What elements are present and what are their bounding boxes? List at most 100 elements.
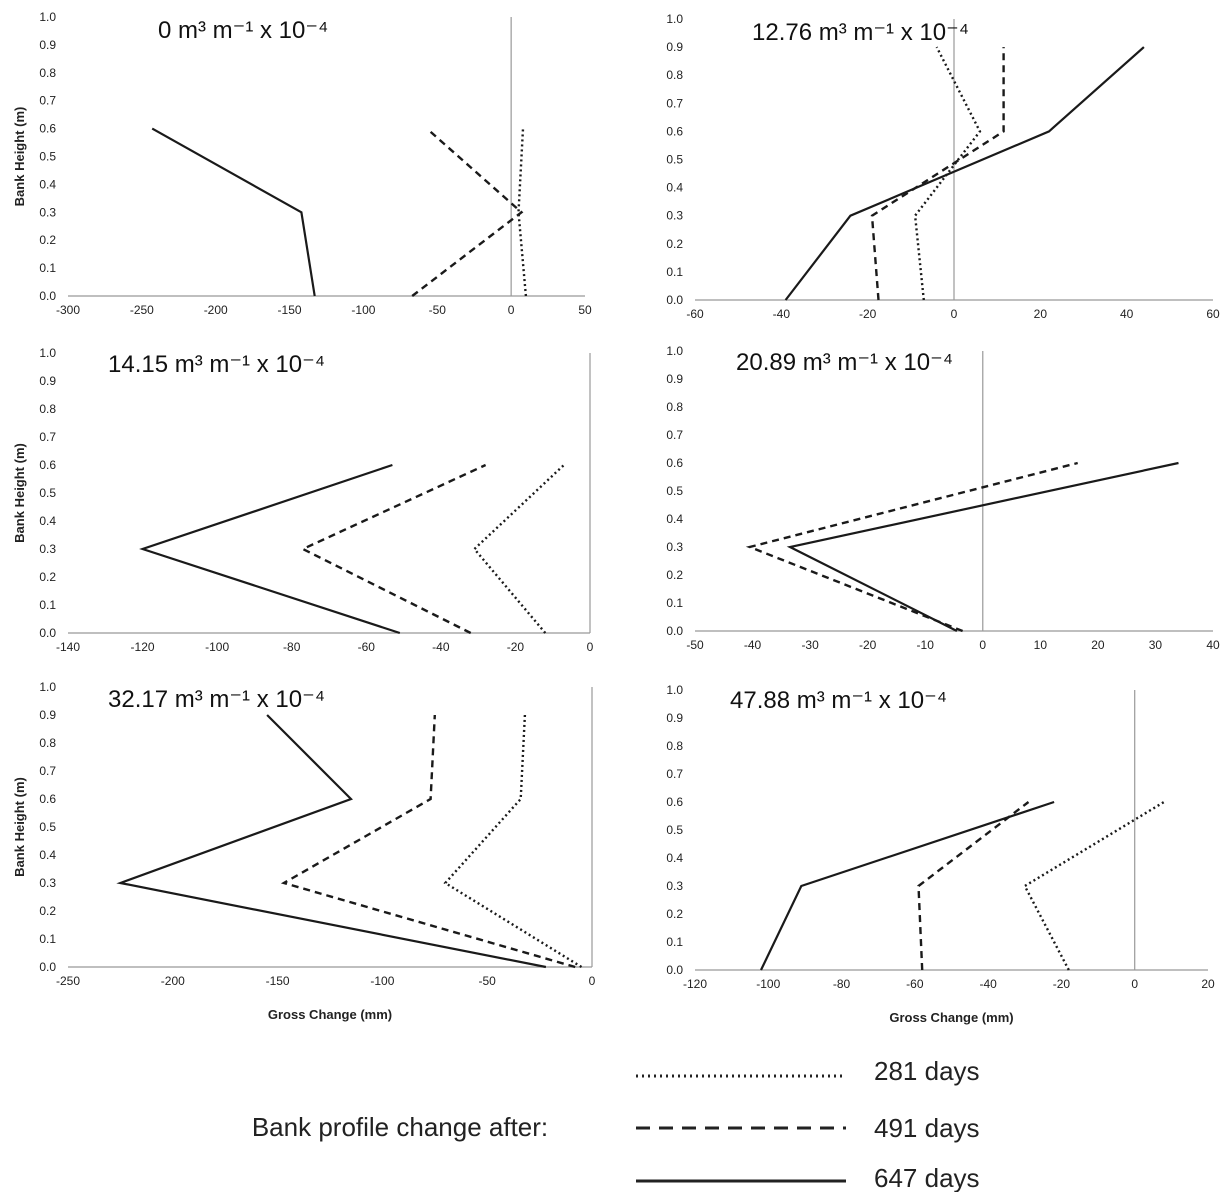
chart-panels: 0.0 0.1 0.2 0.3 0.4 0.5 0.6 0.7 0.8 0.9 1.0 -300 -25… — [12, 10, 1220, 1025]
y-tick-label: 0.7 — [39, 430, 56, 444]
y-tick-label: 0.3 — [666, 209, 683, 223]
y-tick-label: 0.6 — [39, 458, 56, 472]
y-tick-label: 0.0 — [39, 626, 56, 640]
y-tick-label: 0.7 — [666, 767, 683, 781]
y-tick-label: 0.8 — [39, 736, 56, 750]
x-tick-label: -100 — [351, 303, 375, 317]
y-tick-label: 0.3 — [666, 879, 683, 893]
y-tick-label: 0.9 — [39, 374, 56, 388]
panel-5: 0.0 0.1 0.2 0.3 0.4 0.5 0.6 0.7 0.8 0.9 1.0 -250 -20… — [12, 680, 596, 1022]
series-line-647-days — [116, 714, 547, 969]
y-tick-label: 0.1 — [39, 598, 56, 612]
y-tick-label: 0.2 — [666, 568, 683, 582]
x-axis-title: Gross Change (mm) — [889, 1010, 1013, 1025]
y-tick-label: 0.0 — [39, 289, 56, 303]
y-tick-label: 0.1 — [666, 596, 683, 610]
panel-title: 0 m³ m⁻¹ x 10⁻⁴ — [158, 17, 328, 44]
y-tick-label: 0.0 — [666, 624, 683, 638]
x-tick-label: -80 — [833, 977, 851, 991]
legend-label-491-days: 491 days — [874, 1113, 980, 1143]
y-tick-label: 0.6 — [39, 792, 56, 806]
x-tick-label: -50 — [479, 974, 497, 988]
x-tick-label: -300 — [56, 303, 80, 317]
x-tick-label: -60 — [358, 640, 376, 654]
x-tick-label: -20 — [859, 638, 877, 652]
x-tick-label: -80 — [283, 640, 301, 654]
legend: Bank profile change after: 281 days 491 … — [252, 1056, 980, 1192]
panel-4: 0.0 0.1 0.2 0.3 0.4 0.5 0.6 0.7 0.8 0.9 1.0 -50 -40 -… — [666, 344, 1220, 652]
x-tick-label: -200 — [204, 303, 228, 317]
y-tick-label: 0.0 — [666, 293, 683, 307]
x-tick-label: -100 — [370, 974, 394, 988]
y-tick-label: 1.0 — [666, 12, 683, 26]
x-tick-label: 40 — [1206, 638, 1220, 652]
x-tick-label: -100 — [756, 977, 780, 991]
x-tick-label: -60 — [906, 977, 924, 991]
panel-6: 0.0 0.1 0.2 0.3 0.4 0.5 0.6 0.7 0.8 0.9 1.0 -120 -10… — [666, 683, 1215, 1025]
y-tick-label: 0.4 — [666, 181, 683, 195]
y-tick-label: 0.4 — [39, 177, 56, 191]
x-tick-label: 60 — [1206, 307, 1220, 321]
y-tick-label: 0.5 — [666, 484, 683, 498]
y-tick-label: 0.6 — [39, 122, 56, 136]
y-tick-label: 1.0 — [666, 683, 683, 697]
y-tick-label: 0.9 — [39, 708, 56, 722]
series-line-647-days — [786, 461, 1179, 632]
x-tick-label: -40 — [773, 307, 791, 321]
x-tick-label: -100 — [205, 640, 229, 654]
series-line-281-days — [443, 714, 583, 969]
panel-title: 47.88 m³ m⁻¹ x 10⁻⁴ — [730, 687, 947, 714]
series-line-491-days — [917, 801, 1030, 971]
y-tick-label: 0.8 — [666, 68, 683, 82]
y-tick-label: 0.6 — [666, 124, 683, 138]
y-tick-label: 0.7 — [39, 764, 56, 778]
y-tick-label: 0.1 — [666, 935, 683, 949]
x-tick-label: -40 — [744, 638, 762, 652]
series-line-647-days — [784, 46, 1145, 301]
y-tick-label: 0.2 — [39, 904, 56, 918]
y-tick-label: 0.2 — [39, 233, 56, 247]
x-tick-label: -20 — [507, 640, 525, 654]
x-tick-label: 0 — [979, 638, 986, 652]
panel-title: 14.15 m³ m⁻¹ x 10⁻⁴ — [108, 351, 325, 378]
panel-title: 12.76 m³ m⁻¹ x 10⁻⁴ — [752, 19, 969, 46]
series-line-647-days — [760, 800, 1055, 971]
y-tick-label: 0.3 — [39, 205, 56, 219]
panel-title: 32.17 m³ m⁻¹ x 10⁻⁴ — [108, 686, 325, 713]
y-tick-label: 1.0 — [666, 344, 683, 358]
x-tick-label: -140 — [56, 640, 80, 654]
series-line-491-days — [411, 127, 524, 297]
x-tick-label: 0 — [589, 974, 596, 988]
series-line-281-days — [1023, 800, 1165, 971]
y-tick-label: 0.9 — [666, 711, 683, 725]
y-tick-label: 0.8 — [666, 739, 683, 753]
y-tick-label: 0.1 — [39, 932, 56, 946]
x-axis-title: Gross Change (mm) — [268, 1007, 392, 1022]
x-tick-label: -40 — [432, 640, 450, 654]
x-tick-label: 0 — [587, 640, 594, 654]
series-line-491-days — [280, 714, 576, 969]
x-tick-label: 20 — [1091, 638, 1105, 652]
y-tick-label: 0.7 — [666, 96, 683, 110]
x-tick-label: 0 — [508, 303, 515, 317]
panel-3: 0.0 0.1 0.2 0.3 0.4 0.5 0.6 0.7 0.8 0.9 1.0 -140 -12… — [12, 346, 594, 654]
y-tick-label: 0.3 — [39, 542, 56, 556]
y-tick-label: 0.8 — [39, 66, 56, 80]
y-tick-label: 0.4 — [39, 514, 56, 528]
y-tick-label: 1.0 — [39, 680, 56, 694]
x-tick-label: -200 — [161, 974, 185, 988]
x-tick-label: -250 — [130, 303, 154, 317]
series-line-491-days — [870, 47, 1005, 301]
y-tick-label: 0.0 — [666, 963, 683, 977]
x-tick-label: -150 — [278, 303, 302, 317]
y-tick-label: 0.5 — [39, 820, 56, 834]
x-tick-label: 0 — [951, 307, 958, 321]
panel-title: 20.89 m³ m⁻¹ x 10⁻⁴ — [736, 349, 953, 376]
y-tick-label: 0.5 — [666, 823, 683, 837]
x-tick-label: -10 — [917, 638, 935, 652]
legend-label-281-days: 281 days — [874, 1056, 980, 1086]
y-tick-label: 0.5 — [39, 150, 56, 164]
y-tick-label: 0.9 — [39, 38, 56, 52]
y-tick-label: 0.8 — [39, 402, 56, 416]
y-axis-title: Bank Height (m) — [12, 107, 27, 207]
